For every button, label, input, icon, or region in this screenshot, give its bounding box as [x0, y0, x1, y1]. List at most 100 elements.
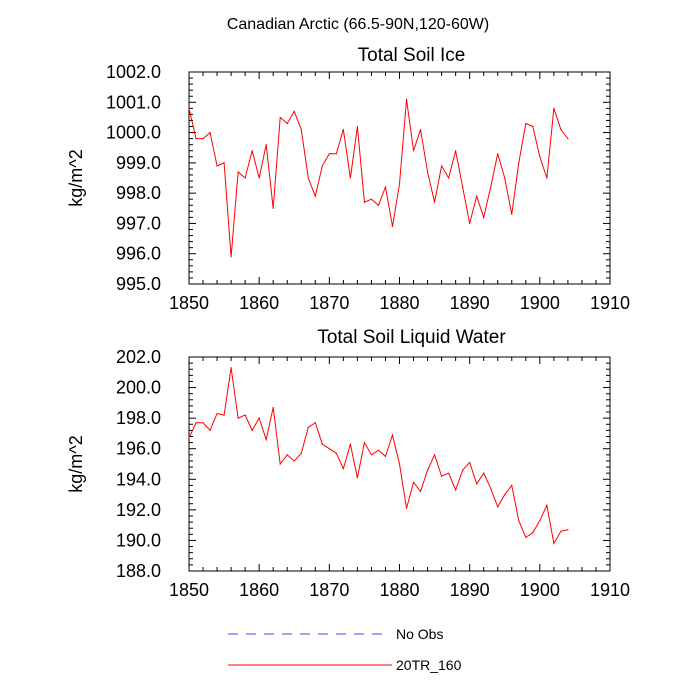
data-point: [272, 406, 274, 409]
data-point: [497, 153, 499, 155]
data-point: [560, 530, 562, 532]
y-axis-label: kg/m^2: [66, 435, 86, 492]
data-point: [265, 438, 267, 441]
data-point: [412, 150, 415, 152]
panel-total-soil-liquid-water: Total Soil Liquid Water 1850 1860 1870 1880 1…: [66, 327, 630, 600]
x-tick-label: 1850: [169, 293, 209, 313]
data-point: [307, 426, 309, 428]
data-point: [251, 429, 253, 431]
data-point: [202, 422, 204, 424]
y-tick-label: 188.0: [116, 561, 161, 581]
data-point: [188, 107, 190, 109]
y-tick-label: 194.0: [116, 469, 161, 489]
y-tick-label: 1002.0: [106, 62, 161, 82]
data-point: [504, 493, 506, 496]
y-tick-label: 202.0: [116, 347, 161, 367]
data-point: [209, 131, 211, 134]
data-point: [532, 532, 534, 534]
data-point: [490, 487, 492, 490]
data-point: [328, 448, 330, 450]
data-point: [511, 213, 513, 215]
panel-title: Total Soil Liquid Water: [317, 327, 506, 348]
data-point: [258, 417, 260, 419]
legend: No Obs 20TR_160: [228, 626, 462, 673]
main-title: Canadian Arctic (66.5-90N,120-60W): [227, 16, 489, 33]
data-point: [518, 162, 520, 164]
data-point: [209, 429, 211, 431]
data-point: [230, 367, 232, 369]
data-point: [469, 222, 471, 225]
data-point: [370, 454, 373, 456]
data-point: [237, 417, 239, 419]
data-point: [244, 177, 246, 179]
data-point: [483, 216, 485, 218]
data-point: [223, 414, 225, 416]
data-point: [223, 162, 225, 164]
data-point: [511, 484, 513, 486]
data-point: [377, 449, 380, 451]
data-point: [441, 165, 443, 167]
x-tick-label: 1890: [450, 580, 490, 600]
data-point: [560, 128, 562, 131]
y-tick-label: 190.0: [116, 530, 161, 550]
data-point: [293, 460, 295, 462]
data-point: [293, 110, 295, 112]
data-point: [391, 225, 394, 228]
data-point: [455, 150, 457, 152]
data-point: [216, 412, 218, 415]
data-point: [525, 536, 527, 538]
data-point: [202, 138, 204, 140]
data-point: [546, 504, 548, 506]
x-tick-label: 1850: [169, 580, 209, 600]
legend-label-20tr-160: 20TR_160: [396, 657, 462, 673]
data-point: [448, 472, 450, 474]
data-point: [279, 463, 281, 465]
data-point: [405, 98, 408, 100]
data-point: [216, 165, 218, 167]
data-point: [525, 122, 527, 125]
data-point: [462, 469, 464, 471]
data-point: [476, 195, 478, 197]
data-point: [258, 177, 260, 179]
data-point: [490, 186, 492, 188]
y-tick-label: 1000.0: [106, 123, 161, 143]
panel-total-soil-ice: Total Soil Ice 1850 1860 1870 1880 1890 1900 19…: [66, 45, 630, 313]
data-point: [244, 414, 246, 416]
data-point: [426, 171, 429, 173]
x-tick-label: 1870: [309, 580, 349, 600]
data-point: [321, 165, 323, 167]
x-tick-label: 1860: [239, 293, 279, 313]
data-point: [307, 177, 309, 179]
data-point: [321, 443, 323, 445]
x-tick-label: 1900: [520, 580, 560, 600]
data-point: [377, 204, 380, 206]
data-point: [237, 171, 239, 173]
x-tick-label: 1880: [379, 580, 419, 600]
data-point: [455, 489, 457, 491]
data-point: [391, 434, 394, 436]
data-point: [356, 477, 358, 479]
data-point: [349, 443, 351, 445]
y-tick-label: 998.0: [116, 183, 161, 203]
data-point: [363, 201, 366, 203]
legend-label-no-obs: No Obs: [396, 626, 443, 642]
data-point: [398, 463, 401, 465]
y-tick-label: 999.0: [116, 153, 161, 173]
data-point: [342, 128, 344, 131]
data-point: [356, 125, 358, 128]
x-tick-label: 1880: [379, 293, 419, 313]
data-point: [532, 125, 534, 128]
data-point: [342, 467, 344, 470]
x-tick-label: 1910: [590, 580, 630, 600]
data-point: [405, 507, 408, 509]
data-point: [433, 201, 436, 203]
data-point: [300, 128, 302, 131]
data-point: [567, 529, 569, 531]
data-point: [251, 150, 253, 152]
x-tick-label: 1890: [450, 293, 490, 313]
data-point: [419, 490, 422, 493]
data-point: [546, 177, 548, 179]
data-point: [195, 422, 197, 424]
data-point: [553, 542, 555, 545]
